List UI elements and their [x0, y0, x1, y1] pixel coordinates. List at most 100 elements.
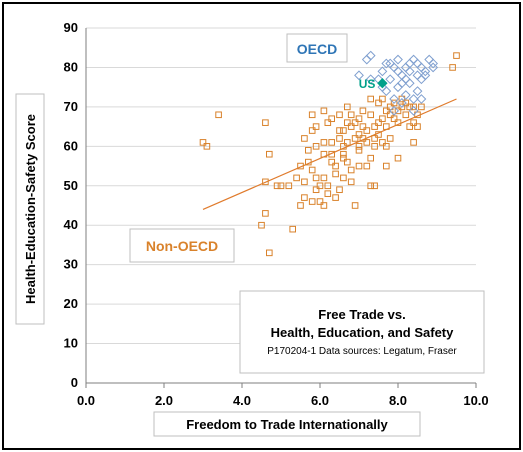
oecd-point: [408, 94, 419, 104]
non-oecd-point: [308, 111, 316, 119]
non-oecd-point: [359, 123, 367, 130]
non-oecd-point: [340, 174, 347, 182]
non-oecd-point: [394, 154, 402, 162]
non-oecd-point: [375, 99, 382, 107]
non-oecd-point: [351, 202, 359, 209]
non-oecd-group-label: Non-OECD: [146, 238, 218, 254]
non-oecd-point: [336, 135, 343, 142]
oecd-point: [396, 78, 407, 89]
gridlines: [86, 27, 476, 345]
non-oecd-point: [347, 178, 355, 186]
y-tick-label: 40: [64, 217, 78, 232]
oecd-point: [412, 70, 423, 81]
axes: [85, 28, 477, 388]
non-oecd-point: [320, 107, 328, 115]
non-oecd-point: [355, 131, 363, 138]
us-highlight: US: [359, 77, 388, 91]
oecd-point: [354, 70, 364, 81]
oecd-point: [412, 86, 423, 97]
non-oecd-point: [351, 135, 359, 142]
non-oecd-point: [328, 150, 335, 158]
non-oecd-point: [340, 143, 347, 150]
non-oecd-point: [340, 154, 347, 162]
non-oecd-point: [351, 119, 359, 126]
oecd-point: [377, 66, 388, 77]
non-oecd-point: [320, 174, 328, 182]
non-oecd-point: [367, 111, 374, 119]
non-oecd-point: [289, 225, 296, 233]
non-oecd-point: [371, 123, 378, 130]
non-oecd-point: [340, 127, 347, 134]
oecd-point: [389, 94, 400, 104]
non-oecd-point: [332, 170, 339, 178]
non-oecd-point: [308, 127, 316, 134]
non-oecd-point: [355, 143, 363, 150]
non-oecd-point: [336, 111, 343, 119]
non-oecd-point: [324, 190, 332, 197]
non-oecd-point: [277, 182, 285, 190]
non-oecd-point: [203, 143, 211, 150]
non-oecd-point: [379, 95, 386, 103]
non-oecd-point: [312, 186, 320, 194]
non-oecd-point: [414, 111, 421, 119]
non-oecd-point: [266, 249, 273, 257]
non-oecd-point: [390, 99, 398, 107]
non-oecd-point: [297, 162, 304, 170]
oecd-point: [428, 62, 439, 73]
non-oecd-point: [273, 182, 281, 190]
non-oecd-point: [383, 143, 390, 150]
non-oecd-point: [367, 154, 374, 162]
non-oecd-point: [355, 146, 363, 154]
x-tick-label: 0.0: [77, 393, 95, 408]
non-oecd-point: [355, 115, 363, 123]
non-oecd-point: [449, 64, 456, 71]
non-oecd-point: [285, 182, 293, 190]
non-oecd-point: [199, 139, 207, 146]
non-oecd-point: [344, 139, 351, 146]
non-oecd-point: [371, 182, 378, 190]
non-oecd-point: [312, 143, 320, 150]
oecd-point: [389, 105, 400, 116]
x-tick-label: 10.0: [463, 393, 488, 408]
chart-title-line-1: Free Trade vs.: [318, 307, 405, 322]
non-oecd-point: [262, 119, 269, 126]
non-oecd-point: [379, 139, 386, 146]
non-oecd-point: [262, 210, 269, 217]
non-oecd-point: [383, 107, 390, 115]
oecd-point: [381, 58, 392, 69]
non-oecd-point: [320, 139, 328, 146]
non-oecd-point: [344, 103, 351, 111]
y-tick-label: 70: [64, 99, 78, 114]
chart-title-line-2: Health, Education, and Safety: [271, 325, 455, 340]
non-oecd-point: [386, 135, 394, 142]
non-oecd-point: [355, 162, 363, 170]
oecd-point: [404, 66, 415, 77]
non-oecd-point: [328, 115, 335, 123]
non-oecd-point: [347, 111, 355, 119]
non-oecd-point: [308, 166, 316, 174]
y-axis-title: Health-Education-Safety Score: [23, 114, 38, 304]
x-tick-label: 4.0: [233, 393, 251, 408]
y-tick-label: 60: [64, 138, 78, 153]
non-oecd-point: [312, 123, 320, 130]
non-oecd-point: [418, 103, 425, 111]
non-oecd-point: [347, 123, 355, 130]
non-oecd-point: [258, 221, 265, 229]
non-oecd-point: [402, 111, 410, 119]
oecd-point: [408, 105, 419, 116]
title-box: [239, 290, 485, 374]
non-oecd-point: [379, 115, 386, 123]
oecd-label-box: [286, 33, 348, 63]
non-oecd-point: [394, 107, 402, 115]
non-oecd-point: [320, 150, 328, 158]
y-axis-title-box: [15, 93, 45, 325]
non-oecd-point: [406, 123, 413, 130]
non-oecd-point: [367, 182, 374, 190]
oecd-point: [420, 70, 431, 81]
us-point-label: US: [359, 77, 376, 91]
non-oecd-point: [266, 150, 273, 158]
non-oecd-point: [305, 158, 312, 166]
non-oecd-point: [414, 123, 421, 130]
non-oecd-point: [332, 162, 339, 170]
